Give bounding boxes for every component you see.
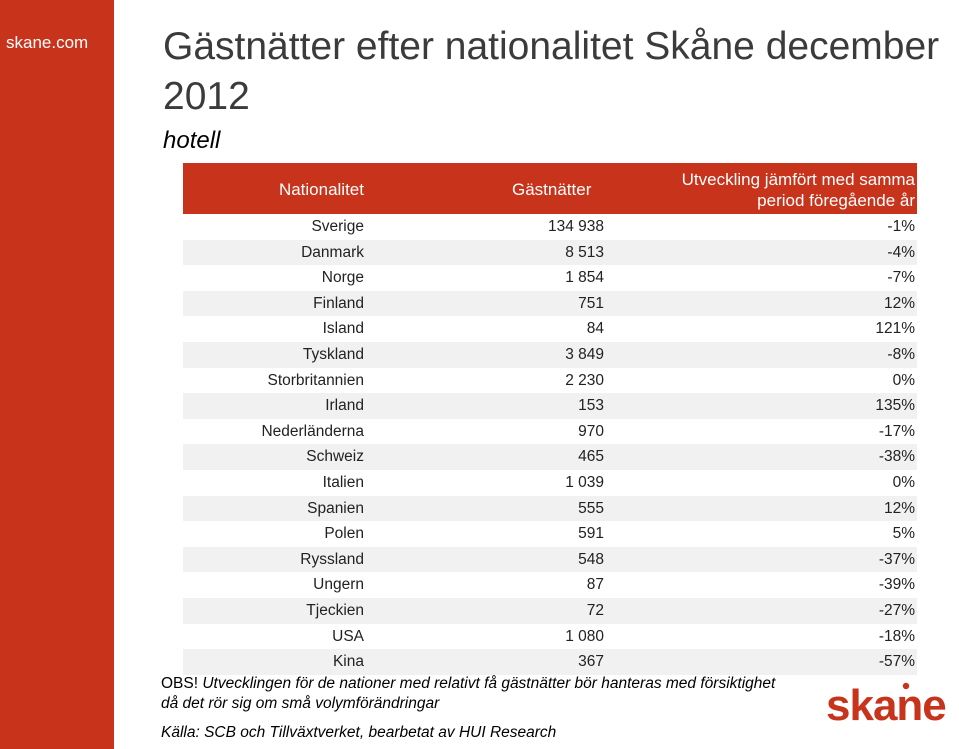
- cell-nationality: Finland: [313, 294, 364, 312]
- table-header: Nationalitet Gästnätter Utveckling jämfö…: [183, 163, 917, 214]
- guest-nights-table: Nationalitet Gästnätter Utveckling jämfö…: [183, 163, 917, 675]
- cell-development: -57%: [878, 653, 915, 671]
- cell-guest-nights: 970: [578, 422, 604, 440]
- cell-guest-nights: 84: [586, 320, 604, 338]
- table-row: Norge 1 854 -7%: [183, 265, 917, 291]
- cell-development: -8%: [887, 345, 915, 363]
- table-row: Spanien 555 12%: [183, 495, 917, 522]
- table-body: Sverige 134 938 -1% Danmark 8 513 -4% Norge 1 8…: [183, 214, 917, 675]
- source-credit: Källa: SCB och Tillväxtverket, bearbetat…: [161, 724, 557, 741]
- table-row: Ryssland 548 -37%: [183, 546, 917, 573]
- cell-development: 135%: [875, 397, 915, 415]
- cell-guest-nights: 1 854: [565, 269, 604, 287]
- skane-logo: skane: [826, 681, 947, 728]
- cell-development: -39%: [878, 576, 915, 594]
- column-header-guest-nights: Gästnätter: [512, 180, 592, 199]
- cell-guest-nights: 465: [578, 448, 604, 466]
- cell-nationality: Spanien: [307, 499, 364, 517]
- cell-development: 5%: [892, 525, 915, 543]
- cell-development: -1%: [887, 218, 915, 235]
- cell-guest-nights: 1 080: [565, 627, 604, 645]
- cell-development: -18%: [878, 627, 915, 645]
- page-title: Gästnätter efter nationalitet Skåne dece…: [163, 25, 940, 118]
- brand-sidebar: skane.com: [0, 0, 114, 749]
- cell-development: 12%: [883, 294, 915, 312]
- table-row: Storbritannien 2 230 0%: [183, 367, 917, 394]
- cell-nationality: USA: [332, 627, 364, 645]
- cell-development: -38%: [878, 448, 915, 466]
- cell-guest-nights: 3 849: [565, 345, 604, 363]
- cell-development: 0%: [892, 371, 915, 389]
- cell-nationality: Schweiz: [306, 448, 364, 466]
- table-row: USA 1 080 -18%: [183, 623, 917, 650]
- cell-development: -7%: [887, 269, 915, 287]
- note-lead: OBS!: [161, 675, 199, 692]
- site-label: skane.com: [6, 33, 89, 52]
- cell-nationality: Italien: [322, 473, 364, 491]
- cell-development: 0%: [892, 473, 915, 491]
- cell-guest-nights: 1 039: [565, 473, 604, 491]
- cell-nationality: Tjeckien: [306, 601, 364, 619]
- table-row: Italien 1 039 0%: [183, 469, 917, 496]
- cell-nationality: Norge: [321, 269, 364, 287]
- table-row: Irland 153 135%: [183, 393, 917, 419]
- cell-guest-nights: 72: [586, 601, 604, 619]
- logo-wordmark: skane: [826, 681, 946, 728]
- cell-guest-nights: 87: [586, 576, 604, 594]
- cell-guest-nights: 548: [578, 550, 604, 568]
- cell-nationality: Sverige: [311, 218, 364, 235]
- cell-development: -27%: [878, 601, 915, 619]
- note-line2: då det rör sig om små volymförändringar: [161, 695, 440, 712]
- cell-nationality: Tyskland: [302, 345, 364, 363]
- cell-development: 12%: [883, 499, 915, 517]
- cell-nationality: Kina: [332, 653, 364, 671]
- table-row: Schweiz 465 -38%: [183, 444, 917, 470]
- table-row: Finland 751 12%: [183, 290, 917, 317]
- cell-development: -37%: [878, 550, 915, 568]
- note-line1: Utvecklingen för de nationer med relativ…: [202, 675, 776, 692]
- cell-development: -17%: [878, 422, 915, 440]
- cell-guest-nights: 2 230: [565, 371, 604, 389]
- column-header-nationality: Nationalitet: [278, 180, 364, 199]
- table-row: Danmark 8 513 -4%: [183, 239, 917, 266]
- cell-guest-nights: 751: [578, 294, 604, 312]
- cell-nationality: Ungern: [313, 576, 364, 594]
- table-row: Polen 591 5%: [183, 521, 917, 547]
- table-row: Nederländerna 970 -17%: [183, 418, 917, 445]
- cell-guest-nights: 591: [578, 525, 604, 543]
- cell-development: -4%: [887, 243, 915, 261]
- table-row: Sverige 134 938 -1%: [183, 214, 917, 240]
- cell-nationality: Island: [322, 320, 364, 338]
- cell-nationality: Nederländerna: [261, 422, 364, 440]
- column-header-development-line1: Utveckling jämfört med samma: [681, 170, 915, 189]
- cell-nationality: Irland: [325, 397, 364, 415]
- table-row: Island 84 121%: [183, 316, 917, 342]
- caution-note: OBS! Utvecklingen för de nationer med re…: [161, 674, 775, 714]
- table-row: Tjeckien 72 -27%: [183, 597, 917, 624]
- cell-nationality: Danmark: [301, 243, 364, 261]
- table-row: Tyskland 3 849 -8%: [183, 341, 917, 368]
- cell-nationality: Ryssland: [300, 550, 364, 568]
- cell-guest-nights: 555: [578, 499, 604, 517]
- cell-guest-nights: 134 938: [547, 218, 604, 235]
- cell-guest-nights: 153: [578, 397, 604, 415]
- column-header-development-line2: period föregående år: [757, 191, 915, 210]
- cell-guest-nights: 367: [578, 653, 604, 671]
- cell-nationality: Storbritannien: [267, 371, 364, 389]
- cell-development: 121%: [875, 320, 915, 338]
- cell-nationality: Polen: [324, 525, 364, 543]
- column-header-development: Utveckling jämfört med samma period före…: [682, 169, 915, 211]
- table-row: Kina 367 -57%: [183, 649, 917, 675]
- cell-guest-nights: 8 513: [565, 243, 604, 261]
- page-subtitle: hotell: [163, 127, 221, 154]
- table-row: Ungern 87 -39%: [183, 572, 917, 598]
